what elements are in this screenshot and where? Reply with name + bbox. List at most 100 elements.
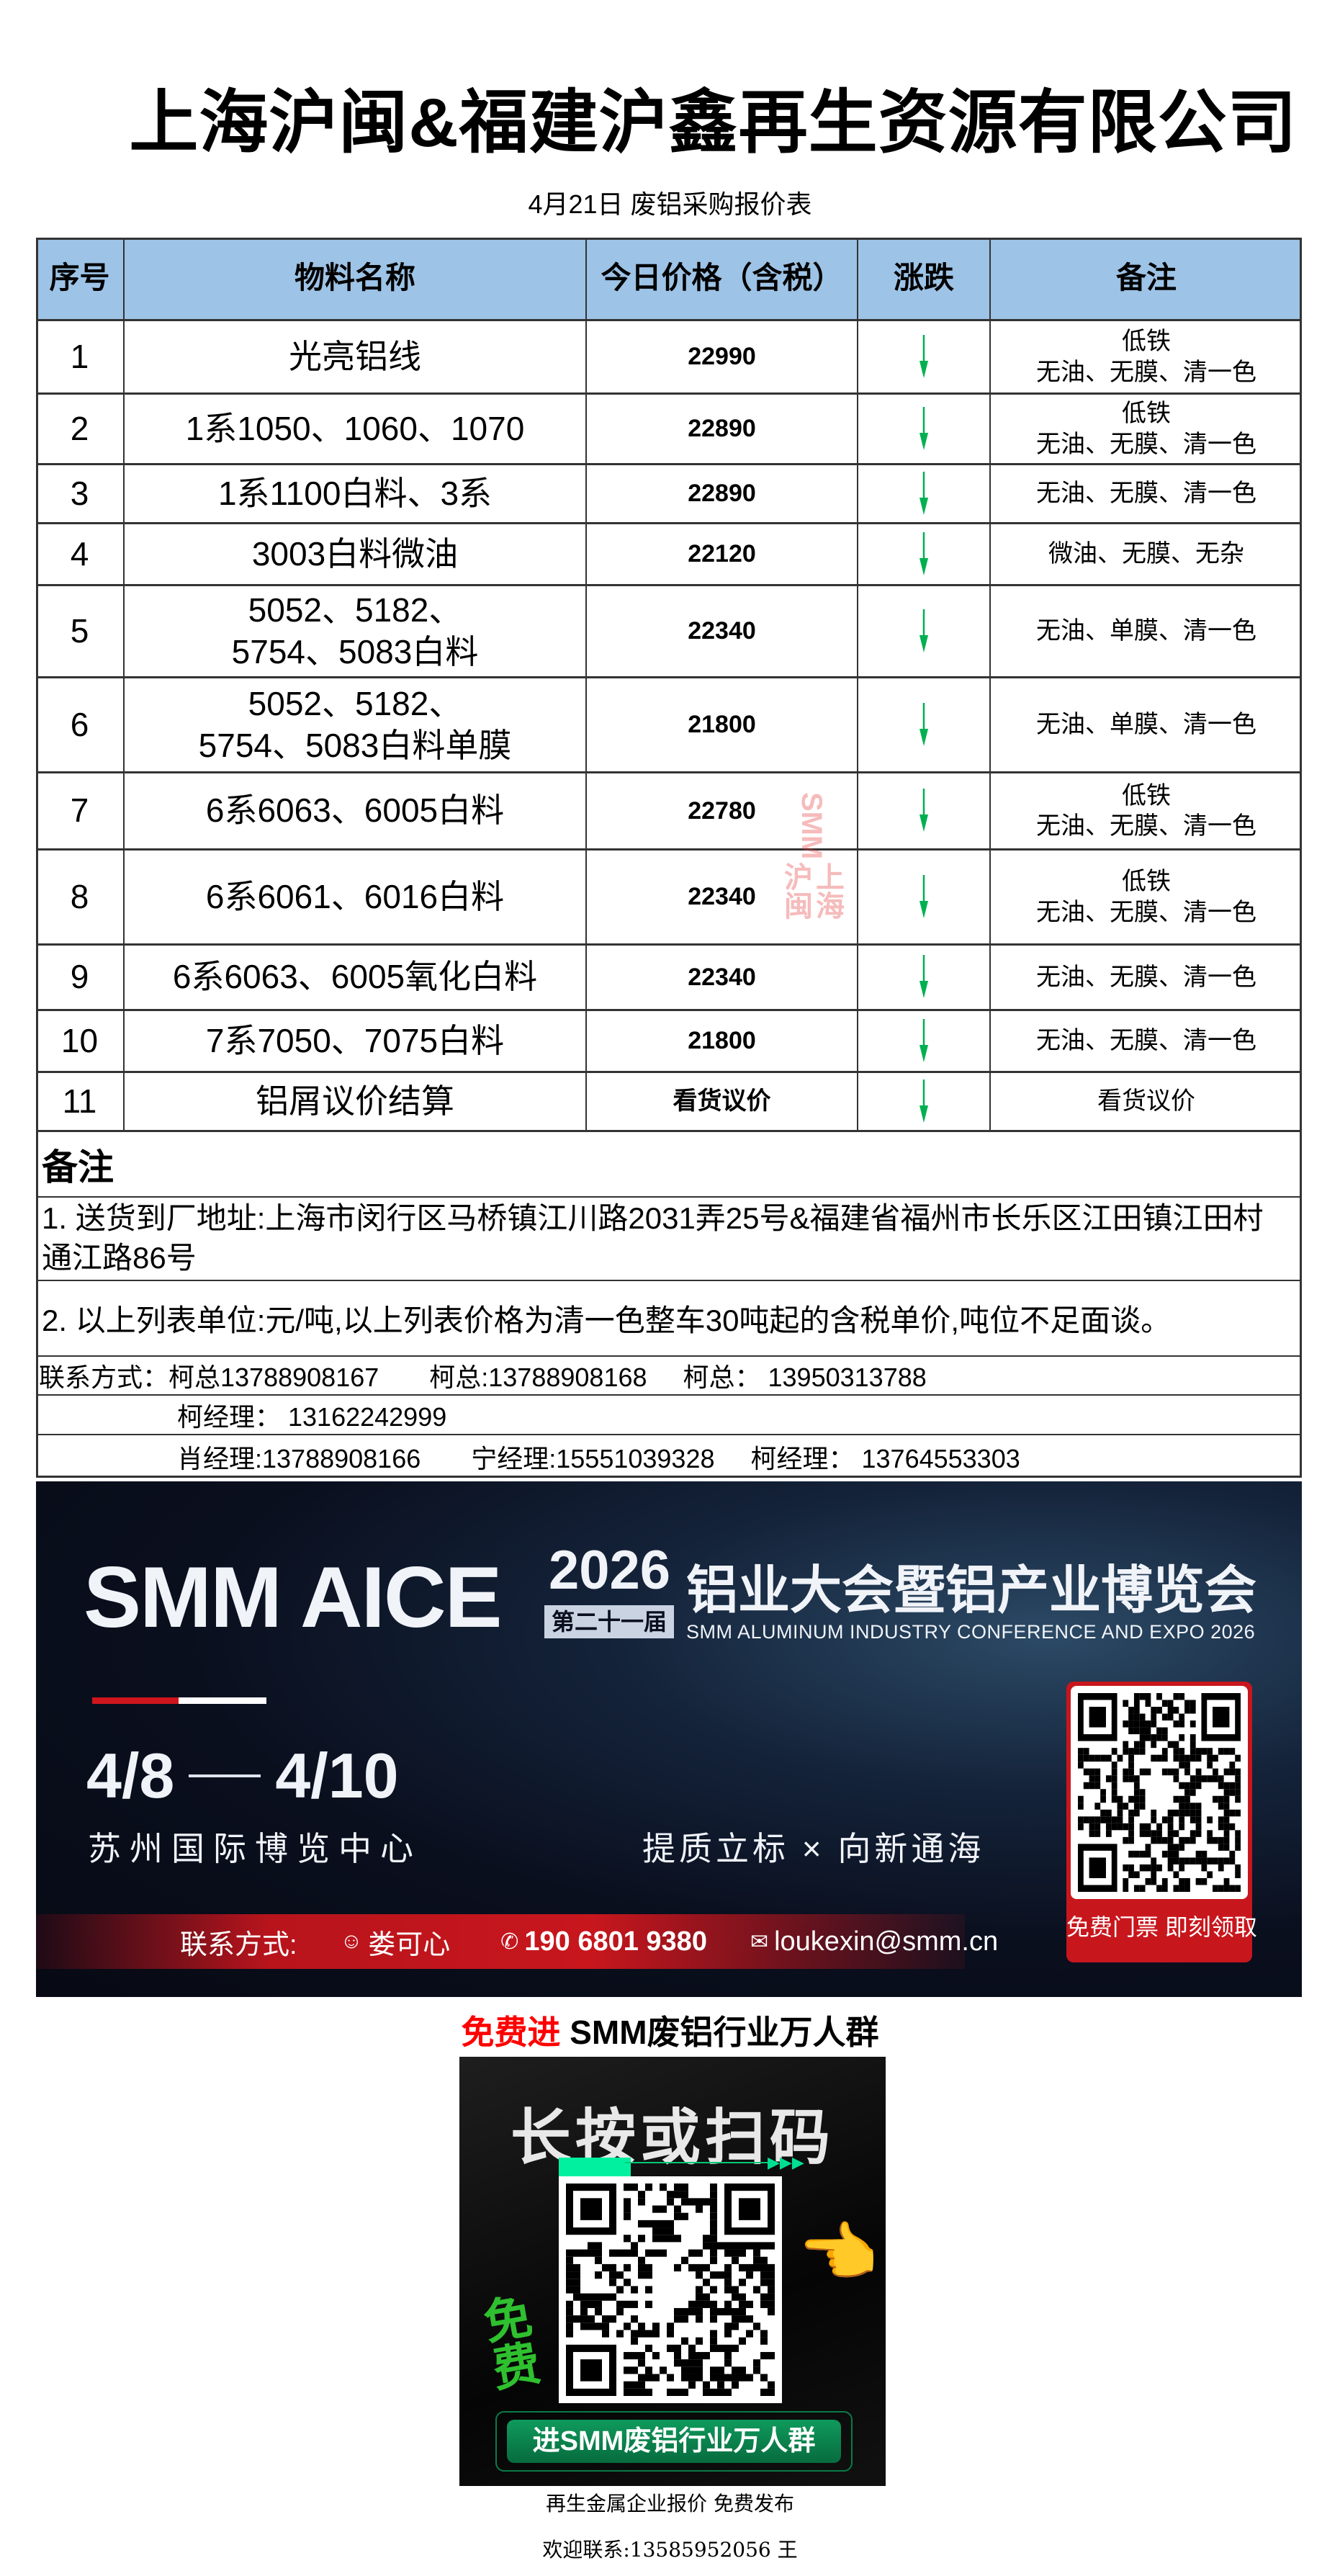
down-arrow-icon xyxy=(919,531,928,575)
material-name: 5754、5083白料 xyxy=(231,632,479,670)
contact: 柯总13788908167 xyxy=(168,1363,379,1392)
banner-brand: SMM AICE xyxy=(84,1549,503,1646)
table-row: 11 铝屑议价结算 看货议价 看货议价 xyxy=(36,1073,1302,1132)
material-name: 5052、5182、 xyxy=(248,685,462,722)
down-arrow-icon xyxy=(919,955,928,998)
down-arrow-icon xyxy=(919,1018,928,1062)
pointing-hand-icon: 👈 xyxy=(798,2217,879,2289)
material-name-cell: 5052、5182、 5754、5083白料单膜 xyxy=(125,678,587,771)
price-cell: 22780 xyxy=(587,773,858,848)
trend-cell xyxy=(858,678,991,771)
down-arrow-icon xyxy=(919,1079,928,1123)
seq-cell: 8 xyxy=(36,851,125,943)
footer-line-1: 再生金属企业报价 免费发布 xyxy=(546,2492,794,2516)
seq-cell: 9 xyxy=(36,946,125,1009)
trend-cell xyxy=(858,395,991,463)
down-arrow-icon xyxy=(919,609,928,652)
table-row: 10 7系7050、7075白料 21800 无油、无膜、清一色 xyxy=(36,1011,1302,1073)
company-title: 上海沪闽&福建沪鑫再生资源有限公司 xyxy=(129,84,1298,161)
remark-line: 低铁 xyxy=(1122,868,1171,895)
remark-line: 低铁 xyxy=(1122,328,1171,355)
seq-cell: 3 xyxy=(36,465,125,522)
table-row: 9 6系6063、6005氧化白料 22340 无油、无膜、清一色 xyxy=(36,946,1302,1011)
remark-cell: 微油、无膜、无杂 xyxy=(991,524,1302,584)
seq-cell: 1 xyxy=(36,321,125,392)
contact-email[interactable]: loukexin@smm.cn xyxy=(774,1926,999,1957)
group-qr-poster[interactable]: 长按或扫码 ▶▶▶ 👈 免费 进SMM废铝行业万人群 xyxy=(459,2057,886,2486)
down-arrow-icon xyxy=(919,702,928,746)
banner-title-en: SMM ALUMINUM INDUSTRY CONFERENCE AND EXP… xyxy=(686,1621,1256,1643)
seq-cell: 7 xyxy=(36,773,125,848)
table-row: 1 光亮铝线 22990 低铁 无油、无膜、清一色 xyxy=(36,321,1302,395)
trend-cell xyxy=(858,524,991,584)
footer-line-2: 欢迎联系:13585952056 王 xyxy=(542,2538,798,2562)
seq-cell: 4 xyxy=(36,524,125,584)
header-remark: 备注 xyxy=(1115,261,1177,295)
price-cell: 22340 xyxy=(587,946,858,1009)
seq-cell: 11 xyxy=(36,1073,125,1130)
seq-cell: 2 xyxy=(36,395,125,463)
contact: 柯总： 13950313788 xyxy=(683,1363,927,1392)
trend-cell xyxy=(858,773,991,848)
header-trend: 涨跌 xyxy=(858,238,991,319)
table-row: 8 6系6061、6016白料 22340 低铁 无油、无膜、清一色 xyxy=(36,851,1302,946)
trend-cell xyxy=(858,321,991,392)
headline-black: SMM废铝行业万人群 xyxy=(570,2014,879,2051)
sheet-subtitle: 4月21日 废铝采购报价表 xyxy=(528,189,812,219)
date-start: 4/8 xyxy=(86,1740,175,1811)
banner-contact-strip: 联系方式: ☺ 娄可心 ✆ 190 6801 9380 ✉ loukexin@s… xyxy=(36,1914,998,1969)
qr-arrow-line xyxy=(625,2162,769,2163)
group-headline: 免费进 SMM废铝行业万人群 xyxy=(0,2006,1340,2054)
qr-caption: 免费门票 即刻领取 xyxy=(1066,1914,1257,1940)
headline-red: 免费进 xyxy=(461,2014,561,2051)
qr-card[interactable]: 免费门票 即刻领取 xyxy=(1066,1682,1257,1962)
watermark-text: SMM xyxy=(796,792,827,860)
poster-badge: 免费 xyxy=(480,2289,544,2397)
seq-cell: 5 xyxy=(36,586,125,676)
remark-line: 无油、无膜、清一色 xyxy=(1036,963,1256,991)
remark-line: 无油、无膜、清一色 xyxy=(1036,430,1256,458)
qr-code-icon xyxy=(566,2184,775,2396)
person-icon: ☺ xyxy=(340,1929,363,1953)
price-cell: 21800 xyxy=(587,678,858,771)
remark-cell: 无油、无膜、清一色 xyxy=(991,1011,1302,1071)
table-row: 2 1系1050、1060、1070 22890 低铁 无油、无膜、清一色 xyxy=(36,395,1302,465)
material-name: 1系1050、1060、1070 xyxy=(185,409,525,447)
poster-join-button[interactable]: 进SMM废铝行业万人群 xyxy=(507,2420,841,2463)
price-cell: 22120 xyxy=(587,524,858,584)
contacts-row-3: 肖经理:13788908166 宁经理:15551039328 柯经理： 137… xyxy=(36,1435,1302,1478)
price-cell: 22890 xyxy=(587,395,858,463)
watermark: SMM 上海沪闽 xyxy=(769,792,854,936)
banner-year: 2026 xyxy=(549,1540,671,1601)
remark-line: 无油、无膜、清一色 xyxy=(1036,358,1256,386)
remark-line: 无油、无膜、清一色 xyxy=(1036,480,1256,508)
trend-cell xyxy=(858,1073,991,1130)
trend-cell xyxy=(858,946,991,1009)
material-name-cell: 3003白料微油 xyxy=(125,524,587,584)
header-price: 今日价格（含税） xyxy=(587,238,858,319)
seq-cell: 6 xyxy=(36,678,125,771)
banner-venue: 苏州国际博览中心 xyxy=(88,1830,422,1867)
contact: 宁经理:15551039328 xyxy=(471,1443,715,1473)
notes-heading: 备注 xyxy=(36,1132,1302,1198)
remark-cell: 无油、单膜、清一色 xyxy=(991,586,1302,676)
qr-tab xyxy=(559,2158,631,2176)
remark-cell: 无油、无膜、清一色 xyxy=(991,465,1302,522)
remark-line: 看货议价 xyxy=(1097,1087,1195,1116)
material-name-cell: 6系6061、6016白料 xyxy=(125,851,587,943)
date-end: 4/10 xyxy=(275,1740,399,1811)
material-name-cell: 1系1050、1060、1070 xyxy=(125,395,587,463)
material-name: 5754、5083白料单膜 xyxy=(198,726,512,764)
expo-banner[interactable]: SMM AICE 2026 第二十一届 铝业大会暨铝产业博览会 SMM ALUM… xyxy=(36,1481,1302,1997)
material-name-cell: 5052、5182、 5754、5083白料 xyxy=(125,586,587,676)
table-row: 6 5052、5182、 5754、5083白料单膜 21800 无油、单膜、清一色 xyxy=(36,678,1302,773)
remark-line: 无油、无膜、清一色 xyxy=(1036,1027,1256,1055)
price-cell: 22340 xyxy=(587,851,858,943)
material-name: 光亮铝线 xyxy=(289,337,421,375)
header-seq: 序号 xyxy=(36,238,125,319)
contacts-label: 联系方式： xyxy=(39,1363,169,1392)
remark-line: 无油、无膜、清一色 xyxy=(1036,812,1256,840)
contact: 肖经理:13788908166 xyxy=(177,1443,421,1473)
contact-phone[interactable]: 190 6801 9380 xyxy=(524,1926,707,1957)
material-name: 1系1100白料、3系 xyxy=(217,474,493,512)
